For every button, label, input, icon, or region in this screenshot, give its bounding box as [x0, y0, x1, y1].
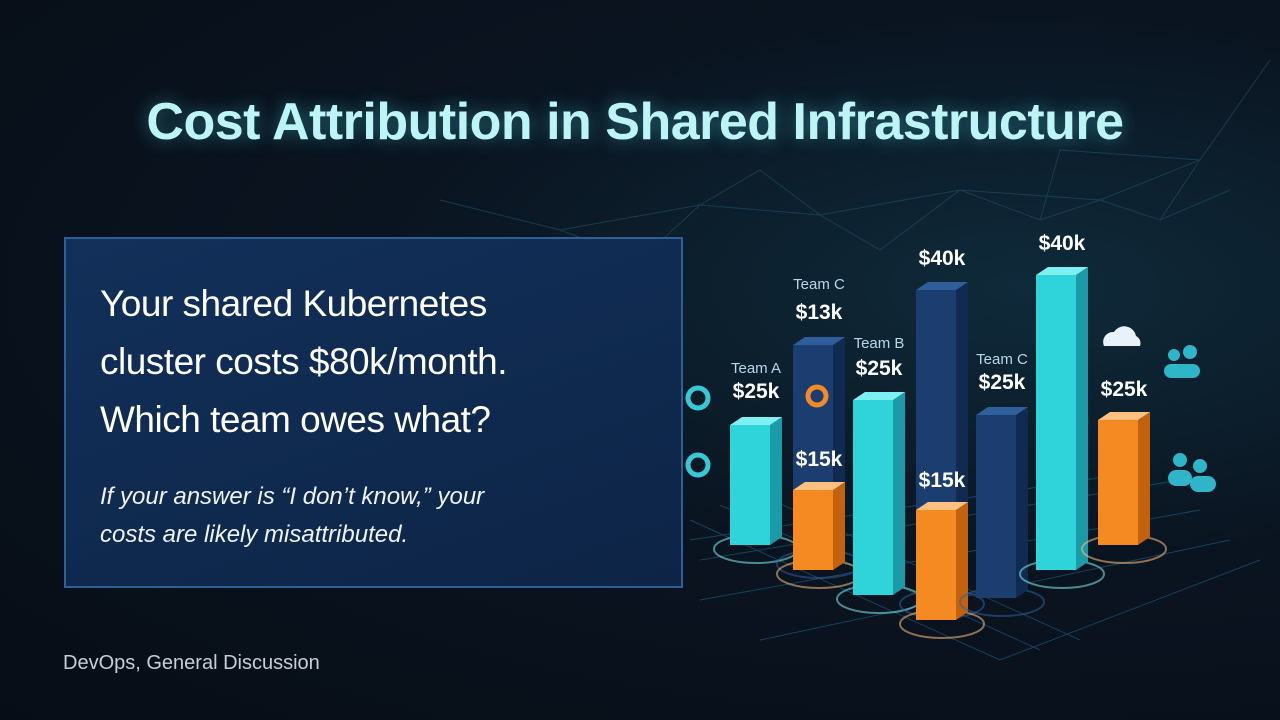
amount-label: $25k — [856, 357, 903, 380]
question-line: Your shared Kubernetes — [100, 283, 487, 324]
bar-front — [976, 415, 1016, 598]
question-line: cluster costs $80k/month. — [100, 341, 508, 382]
gear-icon — [685, 385, 711, 411]
amount-label: $13k — [796, 301, 843, 324]
icons — [685, 326, 1216, 492]
bar-top — [853, 392, 905, 400]
cloud-icon — [1103, 326, 1141, 346]
bar-group: Team A $25k Team C $13k $15k Team B $25k $40k $1… — [713, 232, 1167, 639]
bar-side — [833, 482, 845, 570]
bar-side — [770, 417, 782, 545]
bar-top — [1098, 412, 1150, 420]
bar-top — [916, 282, 968, 290]
bar-front — [793, 490, 833, 570]
note-line: costs are likely misattributed. — [100, 521, 409, 548]
bar-top — [793, 482, 845, 490]
bar-side — [1076, 267, 1088, 570]
bar-side — [1138, 412, 1150, 545]
footer-tags: DevOps, General Discussion — [63, 652, 320, 674]
bar-front — [853, 400, 893, 595]
team-label: Team C — [976, 351, 1028, 368]
gear-icon — [805, 384, 829, 408]
amount-label: $15k — [796, 448, 843, 471]
amount-label: $25k — [1101, 378, 1148, 401]
question-line: Which team owes what? — [100, 399, 491, 440]
amount-label: $40k — [1039, 232, 1086, 255]
team-label: Team C — [793, 276, 845, 293]
bar-top — [976, 407, 1028, 415]
network-lines — [439, 59, 1271, 261]
people-icon — [1168, 453, 1216, 492]
bar-front — [730, 425, 770, 545]
team-label: Team A — [731, 360, 781, 377]
question-card: Your shared Kubernetes cluster costs $80… — [64, 237, 683, 588]
bar-side — [893, 392, 905, 595]
bar-top — [916, 502, 968, 510]
bar-top — [730, 417, 782, 425]
bar-side — [1016, 407, 1028, 598]
bar-front — [1098, 420, 1138, 545]
amount-label: $40k — [919, 247, 966, 270]
bar-top — [793, 337, 845, 345]
note-line: If your answer is “I don’t know,” your — [100, 483, 485, 510]
bar-front — [1036, 275, 1076, 570]
gear-icon — [685, 452, 711, 478]
people-icon — [1164, 345, 1200, 378]
amount-label: $15k — [919, 469, 966, 492]
team-label: Team B — [854, 335, 905, 352]
bar-side — [956, 502, 968, 620]
amount-label: $25k — [733, 380, 780, 403]
title: Cost Attribution in Shared Infrastructur… — [146, 93, 1124, 151]
amount-label: $25k — [979, 371, 1026, 394]
bar-top — [1036, 267, 1088, 275]
bar-front — [916, 510, 956, 620]
